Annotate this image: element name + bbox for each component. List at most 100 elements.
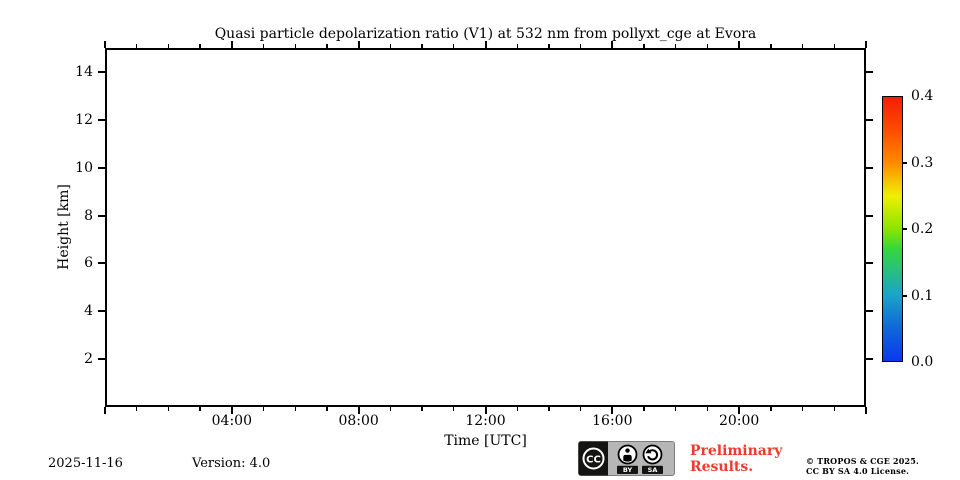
sa-arrow-icon: [642, 444, 663, 465]
by-person-icon: [617, 444, 638, 465]
x-minor-tick-top: [136, 44, 138, 48]
plot-area: [105, 48, 866, 407]
x-tick-label: 08:00: [338, 413, 379, 429]
colorbar: [882, 96, 903, 362]
y-major-tick: [98, 358, 105, 361]
y-tick-label: 4: [84, 303, 93, 320]
x-minor-tick-top: [326, 44, 328, 48]
colorbar-tick-label: 0.2: [911, 221, 934, 237]
x-minor-tick: [770, 407, 772, 411]
cc-license-badge: CC BY SA: [578, 441, 675, 476]
cc-logo-panel: [578, 441, 608, 476]
x-minor-tick-top: [262, 44, 265, 48]
by-person-body: [623, 454, 632, 462]
x-major-tick: [230, 407, 233, 414]
y-major-tick-right: [866, 70, 873, 73]
x-minor-tick: [294, 407, 296, 411]
x-minor-tick-top: [167, 44, 170, 48]
by-person-head: [625, 448, 630, 453]
sa-arrow-head: [645, 448, 652, 454]
preliminary-results-note: Preliminary Results.: [690, 443, 782, 475]
y-major-tick: [98, 310, 105, 313]
x-minor-tick: [833, 407, 835, 411]
x-major-tick-top: [738, 41, 741, 48]
x-minor-tick-top: [579, 44, 582, 48]
colorbar-tick-label: 0.0: [911, 354, 934, 370]
x-minor-tick: [801, 407, 804, 411]
x-minor-tick: [199, 407, 201, 411]
copyright-line-1: © TROPOS & CGE 2025.: [806, 456, 920, 466]
x-minor-tick: [516, 407, 518, 411]
x-minor-tick: [579, 407, 582, 411]
y-major-tick-right: [866, 358, 873, 361]
colorbar-tick: [903, 228, 907, 230]
y-tick-label: 8: [84, 207, 93, 224]
x-minor-tick: [643, 407, 645, 411]
x-minor-tick: [421, 407, 423, 411]
x-minor-tick-top: [294, 44, 296, 48]
x-tick-label: 04:00: [211, 413, 252, 429]
x-tick-label: 16:00: [592, 413, 633, 429]
x-minor-tick-top: [421, 44, 423, 48]
x-major-tick-top: [484, 41, 487, 48]
colorbar-tick: [903, 161, 907, 164]
y-major-tick: [98, 118, 105, 121]
x-major-tick: [357, 407, 360, 414]
version-label: Version: 4.0: [192, 456, 271, 471]
x-minor-tick-top: [548, 44, 550, 48]
colorbar-tick: [903, 294, 907, 297]
y-major-tick: [98, 70, 105, 73]
x-major-tick: [104, 407, 106, 414]
y-major-tick-right: [866, 166, 873, 169]
cc-logo-text: CC: [586, 454, 601, 465]
x-minor-tick-top: [675, 44, 677, 48]
x-minor-tick: [548, 407, 550, 411]
y-tick-label: 14: [75, 63, 93, 80]
x-minor-tick: [675, 407, 677, 411]
y-major-tick-right: [866, 214, 873, 217]
by-label-plate: [617, 465, 638, 474]
y-tick-label: 6: [84, 255, 93, 272]
colorbar-tick-label: 0.1: [911, 287, 934, 304]
x-major-tick-top: [865, 41, 867, 48]
preliminary-line-2: Results.: [690, 459, 754, 475]
colorbar-tick-label: 0.4: [911, 88, 934, 104]
copyright-line-2: CC BY SA 4.0 License.: [806, 466, 910, 476]
y-major-tick: [98, 214, 105, 217]
x-tick-label: 12:00: [465, 413, 506, 429]
y-major-tick: [98, 262, 105, 265]
x-minor-tick: [136, 407, 138, 411]
y-major-tick-right: [866, 310, 873, 313]
date-label: 2025-11-16: [48, 456, 123, 471]
x-axis-label: Time [UTC]: [444, 433, 527, 449]
x-major-tick: [865, 407, 867, 414]
x-major-tick-top: [104, 41, 106, 48]
x-minor-tick: [326, 407, 328, 411]
colorbar-tick-label: 0.3: [911, 154, 934, 171]
y-major-tick: [98, 166, 105, 169]
x-major-tick-top: [611, 41, 614, 48]
x-major-tick-top: [357, 41, 360, 48]
x-minor-tick-top: [453, 44, 455, 48]
x-minor-tick: [706, 407, 709, 411]
chart-title: Quasi particle depolarization ratio (V1)…: [214, 26, 757, 42]
x-minor-tick: [453, 407, 455, 411]
x-minor-tick-top: [833, 44, 835, 48]
x-minor-tick-top: [801, 44, 804, 48]
cc-circle-icon: [582, 447, 605, 470]
copyright-note: © TROPOS & CGE 2025. CC BY SA 4.0 Licens…: [806, 456, 919, 476]
x-major-tick: [738, 407, 741, 414]
preliminary-line-1: Preliminary: [690, 443, 783, 459]
x-minor-tick: [167, 407, 170, 411]
x-tick-label: 20:00: [718, 413, 760, 429]
y-tick-label: 2: [84, 351, 93, 368]
y-tick-label: 10: [75, 159, 93, 176]
sa-arrow-arc: [647, 449, 659, 461]
x-minor-tick-top: [706, 44, 709, 48]
sa-label-text: SA: [648, 466, 658, 474]
x-major-tick: [484, 407, 487, 414]
x-minor-tick: [262, 407, 265, 411]
y-major-tick-right: [866, 118, 873, 121]
x-minor-tick-top: [643, 44, 645, 48]
